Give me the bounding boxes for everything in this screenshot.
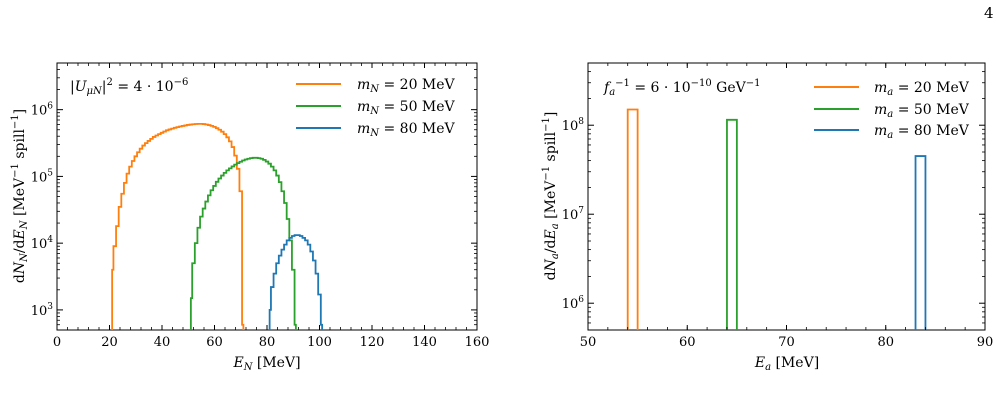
- x-tick-label: 60: [206, 335, 223, 350]
- x-tick-label: 0: [53, 335, 61, 350]
- series-1-histogram: [189, 156, 297, 330]
- y-tick-label: 106: [562, 295, 585, 312]
- left-chart: 0 20 40 60 80 100 120 140 160 103 104 105 106 |UμN|2…: [10, 62, 490, 373]
- y-axis-label: dNa/dEa [MeV−1 spill−1]: [541, 112, 561, 281]
- legend-label-20: ma = 20 MeV: [874, 80, 970, 98]
- tick-group: 50 60 70 80 90 106 107 108: [562, 62, 994, 350]
- legend-label-50: ma = 50 MeV: [874, 102, 970, 120]
- legend: mN = 20 MeV mN = 50 MeV mN = 80 MeV: [296, 77, 456, 139]
- x-tick-label: 100: [307, 335, 332, 350]
- right-chart: 50 60 70 80 90 106 107 108 fa−1 = 6 · 10−10 GeV…: [541, 62, 994, 373]
- series-group: [111, 122, 324, 330]
- x-tick-label: 120: [360, 335, 385, 350]
- legend-label-20: mN = 20 MeV: [357, 77, 456, 95]
- x-tick-label: 160: [465, 335, 490, 350]
- legend: ma = 20 MeV ma = 50 MeV ma = 80 MeV: [814, 80, 970, 141]
- x-axis-label: Ea [MeV]: [754, 355, 819, 373]
- x-tick-label: 70: [778, 335, 795, 350]
- y-tick-label: 103: [31, 302, 54, 319]
- coupling-annotation: fa−1 = 6 · 10−10 GeV−1: [603, 78, 761, 98]
- y-tick-label: 104: [31, 235, 54, 252]
- y-tick-label: 107: [562, 206, 585, 223]
- x-tick-label: 140: [412, 335, 437, 350]
- x-tick-label: 40: [154, 335, 171, 350]
- series-0-histogram: [111, 122, 245, 330]
- x-tick-label: 80: [259, 335, 276, 350]
- page-number: 4: [984, 4, 994, 22]
- x-axis-label: EN [MeV]: [232, 355, 300, 373]
- series-2-histogram: [268, 234, 324, 330]
- series-2-histogram: [914, 155, 927, 330]
- x-tick-label: 50: [580, 335, 597, 350]
- legend-label-80: mN = 80 MeV: [357, 121, 456, 139]
- y-tick-label: 105: [31, 168, 54, 185]
- x-tick-label: 90: [977, 335, 994, 350]
- x-tick-label: 20: [101, 335, 118, 350]
- coupling-annotation: |UμN|2 = 4 · 10−6: [70, 77, 188, 97]
- series-0-histogram: [626, 108, 639, 330]
- x-tick-label: 80: [877, 335, 894, 350]
- legend-label-50: mN = 50 MeV: [357, 99, 456, 117]
- x-tick-label: 60: [679, 335, 696, 350]
- tick-group: 0 20 40 60 80 100 120 140 160 103 104 105 106: [31, 62, 490, 350]
- y-tick-label: 106: [31, 102, 54, 119]
- series-1-histogram: [726, 118, 738, 330]
- y-axis-label: dNN/dEN [MeV−1 spill−1]: [10, 109, 30, 283]
- legend-label-80: ma = 80 MeV: [874, 123, 970, 141]
- y-tick-label: 108: [562, 117, 585, 134]
- series-group: [626, 108, 927, 330]
